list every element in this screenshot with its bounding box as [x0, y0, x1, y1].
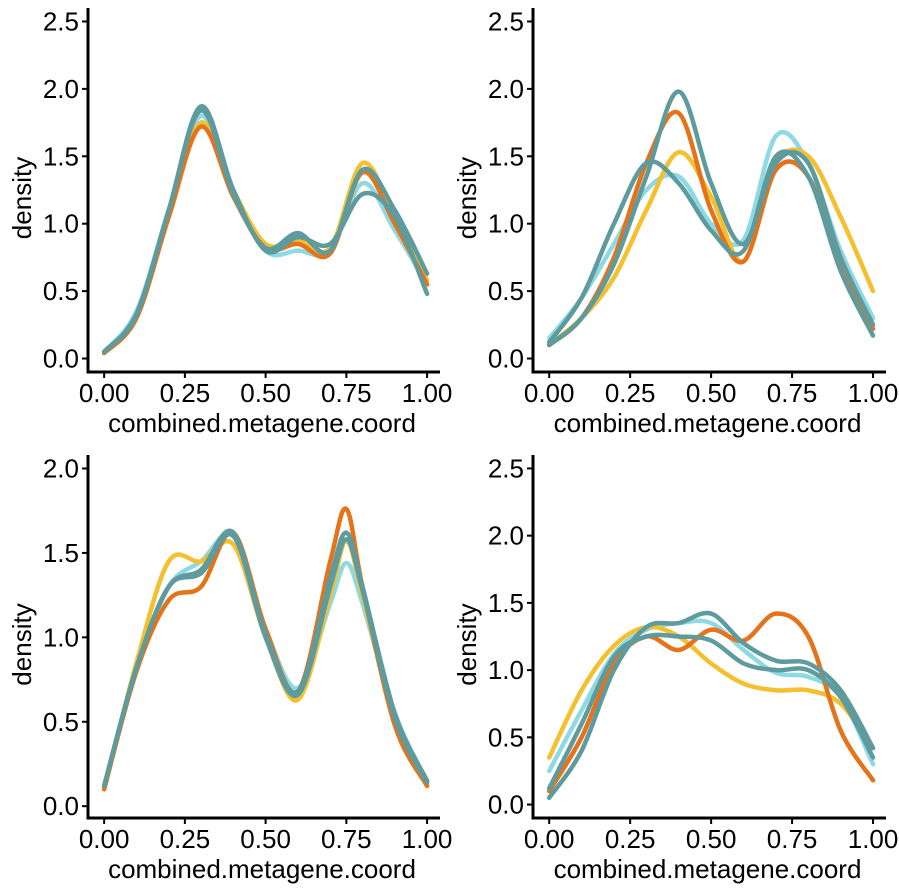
x-tick-label: 0.50 [686, 378, 737, 408]
y-axis-title: density [452, 157, 482, 239]
y-tick-label: 2.5 [488, 6, 524, 36]
x-tick-label: 1.00 [402, 824, 453, 854]
y-tick-label: 1.5 [43, 141, 79, 171]
y-tick-label: 1.5 [43, 538, 79, 568]
x-tick-label: 0.00 [79, 378, 130, 408]
y-axis-title: density [7, 157, 37, 239]
y-tick-label: 2.0 [488, 74, 524, 104]
y-axis-title: density [452, 603, 482, 685]
x-axis-title: combined.metagene.coord [108, 408, 416, 438]
series-line-5 [546, 632, 876, 791]
x-axis-title: combined.metagene.coord [108, 854, 416, 884]
x-tick-label: 1.00 [848, 824, 899, 854]
y-tick-label: 2.0 [43, 454, 79, 484]
x-tick-label: 0.75 [767, 378, 818, 408]
x-tick-label: 0.50 [240, 378, 291, 408]
y-tick-label: 0.5 [488, 276, 524, 306]
x-tick-label: 0.50 [686, 824, 737, 854]
x-tick-label: 0.25 [605, 378, 656, 408]
series-line-1 [546, 129, 876, 341]
panel-2: 0.00 0.25 0.50 0.75 1.00 0.0 0.5 1.0 1.5 2.0 2.5 co… [452, 6, 898, 438]
x-tick-label: 0.75 [767, 824, 818, 854]
panel-1: 0.00 0.25 0.50 0.75 1.00 0.0 0.5 1.0 1.5 2.0 2.5 co… [7, 6, 452, 438]
x-tick-label: 0.75 [321, 824, 372, 854]
series-line-5 [546, 89, 876, 348]
series-line-4 [546, 149, 876, 345]
x-axis-title: combined.metagene.coord [554, 854, 862, 884]
series-line-4 [546, 610, 876, 801]
x-axis-title: combined.metagene.coord [554, 408, 862, 438]
series-line-2 [546, 147, 876, 348]
y-tick-label: 1.5 [488, 588, 524, 618]
series-line-1 [101, 113, 430, 355]
x-tick-label: 0.50 [240, 824, 291, 854]
y-tick-label: 1.0 [488, 655, 524, 685]
y-tick-label: 2.0 [43, 74, 79, 104]
y-tick-label: 2.5 [488, 453, 524, 483]
series-line-1 [546, 618, 876, 774]
series-line-2 [546, 624, 876, 760]
y-tick-label: 0.0 [488, 344, 524, 374]
series-line-4 [101, 104, 430, 355]
x-tick-label: 0.00 [524, 378, 575, 408]
series-line-3 [101, 124, 430, 356]
x-tick-label: 0.25 [160, 378, 211, 408]
x-tick-label: 0.00 [79, 824, 130, 854]
x-tick-label: 0.00 [524, 824, 575, 854]
x-tick-label: 1.00 [848, 378, 899, 408]
panel-4: 0.00 0.25 0.50 0.75 1.00 0.0 0.5 1.0 1.5 2.0 2.5 co… [452, 453, 898, 884]
x-tick-label: 0.75 [321, 378, 372, 408]
y-tick-label: 0.0 [43, 791, 79, 821]
y-tick-label: 1.0 [488, 209, 524, 239]
y-tick-label: 0.5 [43, 707, 79, 737]
y-tick-label: 1.5 [488, 141, 524, 171]
y-tick-label: 0.0 [488, 790, 524, 820]
series-line-5 [101, 531, 430, 789]
x-tick-label: 0.25 [160, 824, 211, 854]
y-tick-label: 0.5 [488, 722, 524, 752]
y-tick-label: 1.0 [43, 209, 79, 239]
y-tick-label: 1.0 [43, 622, 79, 652]
y-axis-title: density [7, 603, 37, 685]
y-tick-label: 2.0 [488, 521, 524, 551]
y-tick-label: 2.5 [43, 6, 79, 36]
panel-3: 0.00 0.25 0.50 0.75 1.00 0.0 0.5 1.0 1.5 2.0 combi… [7, 454, 452, 884]
series-line-5 [101, 108, 430, 355]
y-tick-label: 0.0 [43, 344, 79, 374]
series-line-2 [101, 120, 430, 355]
x-tick-label: 0.25 [605, 824, 656, 854]
y-tick-label: 0.5 [43, 276, 79, 306]
x-tick-label: 1.00 [402, 378, 453, 408]
